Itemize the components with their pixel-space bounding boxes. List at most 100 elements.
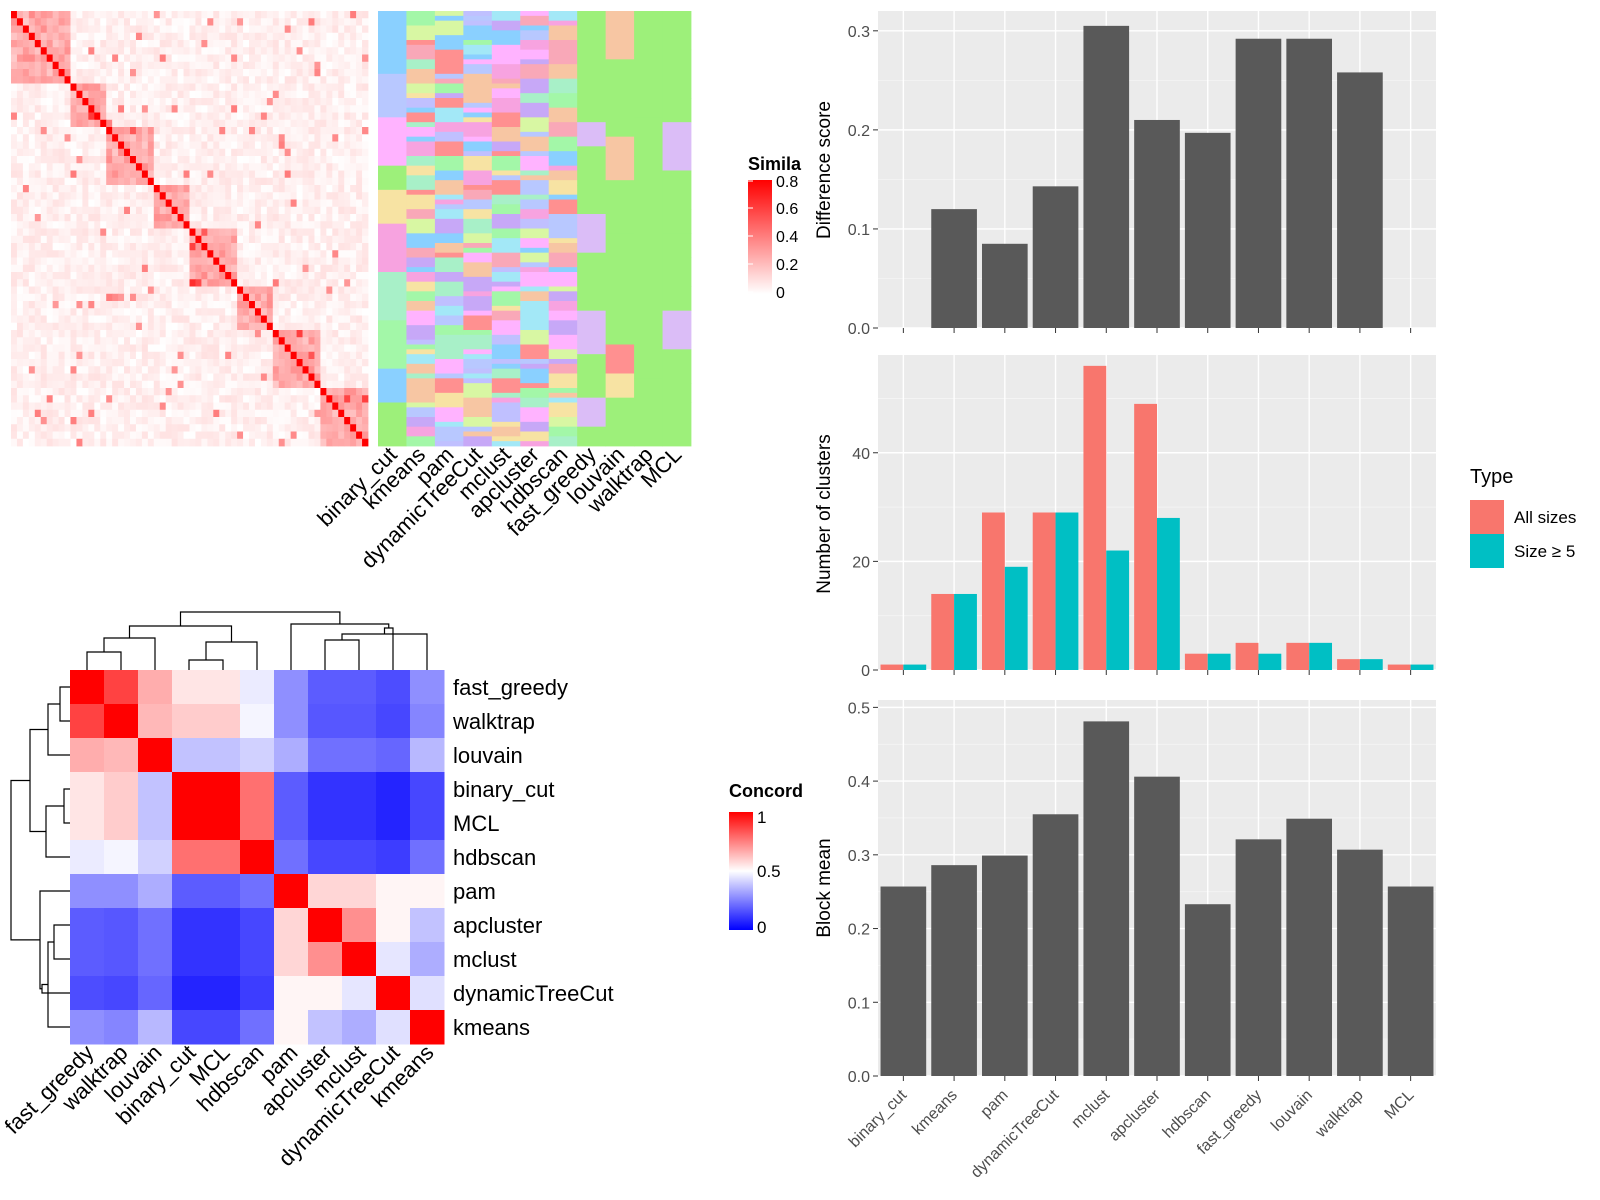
similarity-cell [82, 424, 89, 432]
similarity-cell [153, 359, 161, 367]
similarity-cell [34, 417, 42, 425]
similarity-cell [189, 366, 196, 374]
similarity-cell [296, 221, 303, 229]
similarity-cell [28, 409, 36, 418]
similarity-cell [195, 293, 202, 302]
similarity-cell [100, 156, 107, 164]
similarity-cell [362, 250, 369, 258]
similarity-cell [28, 424, 36, 432]
similarity-cell [46, 170, 54, 179]
similarity-cell [207, 47, 214, 55]
similarity-cell [225, 380, 232, 389]
similarity-cell [76, 199, 83, 208]
similarity-cell [207, 214, 214, 222]
similarity-cell [314, 127, 321, 135]
membership-cell [406, 165, 436, 176]
similarity-cell [40, 402, 48, 411]
similarity-cell [344, 438, 351, 447]
similarity-cell [249, 69, 256, 77]
similarity-cell [124, 112, 131, 121]
similarity-cell [16, 25, 24, 34]
similarity-cell [40, 424, 48, 432]
similarity-cell [130, 83, 137, 92]
similarity-cell [314, 156, 321, 164]
similarity-cell [106, 185, 113, 193]
similarity-cell [249, 359, 256, 367]
similarity-cell [141, 177, 149, 186]
similarity-cell [64, 148, 71, 157]
similarity-cell [177, 199, 184, 208]
similarity-cell [118, 417, 125, 425]
similarity-cell [260, 185, 268, 193]
similarity-cell [76, 228, 83, 237]
similarity-cell [11, 330, 18, 338]
similarity-cell [141, 25, 149, 34]
membership-cell [662, 233, 692, 258]
similarity-cell [40, 235, 48, 244]
similarity-cell [16, 395, 24, 403]
similarity-cell [213, 402, 220, 411]
similarity-cell [183, 170, 190, 179]
similarity-cell [135, 221, 143, 229]
similarity-cell [118, 214, 125, 222]
similarity-cell [171, 47, 178, 55]
similarity-cell [112, 402, 119, 411]
similarity-cell [332, 308, 339, 316]
similarity-cell [225, 351, 232, 360]
similarity-cell [183, 119, 190, 128]
similarity-cell [112, 105, 119, 113]
similarity-cell [70, 192, 77, 200]
similarity-cell [135, 148, 143, 157]
similarity-cell [135, 388, 143, 396]
similarity-cell [52, 170, 59, 179]
similarity-cell [141, 54, 149, 63]
similarity-cell [171, 424, 178, 432]
similarity-cell [106, 61, 113, 70]
concordance-cell [240, 874, 275, 909]
similarity-cell [249, 156, 256, 164]
similarity-cell [350, 90, 357, 99]
similarity-cell [290, 170, 297, 179]
similarity-cell [124, 409, 131, 418]
membership-cell [463, 141, 493, 152]
similarity-cell [207, 228, 214, 237]
similarity-cell [94, 257, 101, 266]
similarity-cell [165, 83, 173, 92]
similarity-cell [124, 337, 131, 345]
similarity-cell [201, 170, 208, 179]
similarity-cell [284, 156, 292, 164]
similarity-cell [278, 308, 286, 316]
similarity-cell [147, 264, 155, 273]
similarity-cell [231, 199, 238, 208]
similarity-cell [225, 402, 232, 411]
similarity-cell [94, 192, 101, 200]
similarity-cell [100, 250, 107, 258]
similarity-cell [52, 199, 59, 208]
similarity-cell [219, 25, 226, 34]
similarity-cell [58, 264, 65, 273]
similarity-cell [362, 32, 369, 41]
similarity-cell [112, 380, 119, 389]
similarity-cell [249, 32, 256, 41]
concordance-cell [138, 738, 173, 773]
similarity-cell [34, 156, 42, 164]
similarity-cell [183, 40, 190, 48]
membership-cell [548, 291, 578, 302]
membership-cell [463, 107, 493, 113]
similarity-cell [130, 90, 137, 99]
similarity-cell [165, 344, 173, 353]
similarity-cell [11, 163, 18, 171]
similarity-cell [88, 148, 95, 157]
similarity-cell [201, 69, 208, 77]
similarity-cell [171, 61, 178, 70]
similarity-cell [237, 228, 244, 237]
membership-cell [491, 441, 521, 447]
membership-cell [491, 64, 521, 75]
similarity-cell [130, 177, 137, 186]
similarity-cell [344, 395, 351, 403]
similarity-cell [272, 293, 280, 302]
similarity-cell [159, 380, 167, 389]
similarity-cell [34, 18, 42, 26]
similarity-cell [76, 148, 83, 157]
similarity-cell [11, 192, 18, 200]
